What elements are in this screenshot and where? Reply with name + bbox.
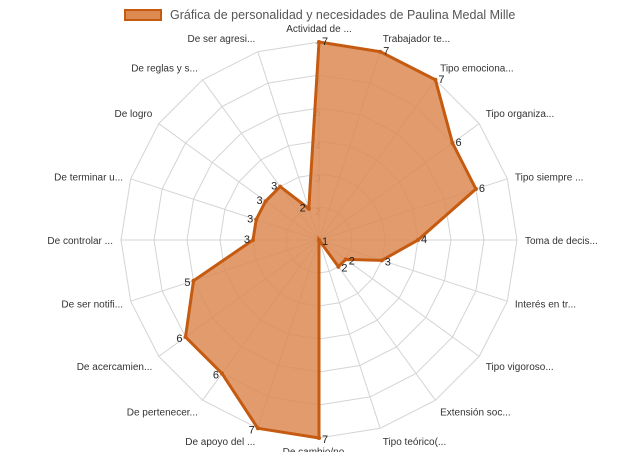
data-label-12: 6 xyxy=(213,370,219,382)
data-point-8 xyxy=(336,264,341,269)
data-point-5 xyxy=(416,238,420,242)
data-point-14 xyxy=(191,278,196,283)
data-label-7: 2 xyxy=(349,255,355,267)
data-point-1 xyxy=(378,49,383,54)
data-point-12 xyxy=(220,371,224,376)
data-point-19 xyxy=(306,206,311,211)
category-label-1: Trabajador te... xyxy=(383,34,450,45)
data-label-13: 6 xyxy=(176,333,182,345)
category-label-12: De pertenecer... xyxy=(127,408,198,419)
data-label-14: 5 xyxy=(184,277,190,289)
data-point-6 xyxy=(379,258,384,263)
data-label-5: 4 xyxy=(421,234,427,246)
category-label-11: De apoyo del ... xyxy=(185,437,255,448)
category-label-10: De cambio/no ... xyxy=(283,447,356,452)
data-point-9 xyxy=(317,238,321,242)
category-label-15: De controlar ... xyxy=(47,236,113,247)
legend-swatch xyxy=(124,9,162,21)
category-label-0: Actividad de ... xyxy=(286,24,352,35)
category-label-9: Tipo teórico(... xyxy=(383,437,447,448)
data-point-7 xyxy=(343,257,348,262)
category-label-18: De reglas y s... xyxy=(131,63,198,74)
chart-legend[interactable]: Gráfica de personalidad y necesidades de… xyxy=(124,6,515,24)
data-point-16 xyxy=(254,217,259,222)
category-label-4: Tipo siempre ... xyxy=(515,172,584,183)
data-point-4 xyxy=(473,187,478,191)
data-label-15: 3 xyxy=(244,234,250,246)
data-point-17 xyxy=(263,199,268,204)
data-label-0: 7 xyxy=(322,36,328,48)
data-label-8: 2 xyxy=(341,263,347,275)
data-label-3: 6 xyxy=(456,137,462,149)
category-label-13: De acercamien... xyxy=(77,362,153,373)
category-label-7: Tipo vigoroso... xyxy=(486,362,554,373)
legend-label: Gráfica de personalidad y necesidades de… xyxy=(170,8,516,22)
data-label-16: 3 xyxy=(247,214,253,226)
data-label-1: 7 xyxy=(383,46,389,58)
data-label-2: 7 xyxy=(438,74,444,86)
data-label-10: 7 xyxy=(322,434,328,446)
category-label-6: Interés en tr... xyxy=(515,300,576,311)
data-label-6: 3 xyxy=(385,256,391,268)
category-label-16: De terminar u... xyxy=(54,172,123,183)
data-point-13 xyxy=(183,335,188,339)
data-point-18 xyxy=(278,184,283,189)
category-label-2: Tipo emociona... xyxy=(440,63,514,74)
data-point-3 xyxy=(450,141,455,145)
category-label-14: De ser notifi... xyxy=(61,300,123,311)
data-label-19: 2 xyxy=(300,203,306,215)
data-label-4: 6 xyxy=(479,183,485,195)
data-label-9: 1 xyxy=(322,236,328,248)
category-label-5: Toma de decis... xyxy=(525,236,598,247)
data-label-18: 3 xyxy=(271,181,277,193)
data-label-11: 7 xyxy=(249,424,255,436)
data-point-2 xyxy=(433,77,438,82)
category-label-17: De logro xyxy=(114,109,152,120)
category-label-8: Extensión soc... xyxy=(440,408,511,419)
data-point-11 xyxy=(255,426,260,431)
data-label-17: 3 xyxy=(256,195,262,207)
data-point-10 xyxy=(317,436,321,440)
category-label-19: De ser agresi... xyxy=(187,34,255,45)
data-point-0 xyxy=(317,40,321,44)
data-point-15 xyxy=(251,238,255,242)
spoke-9 xyxy=(318,239,381,429)
category-label-3: Tipo organiza... xyxy=(486,109,555,120)
